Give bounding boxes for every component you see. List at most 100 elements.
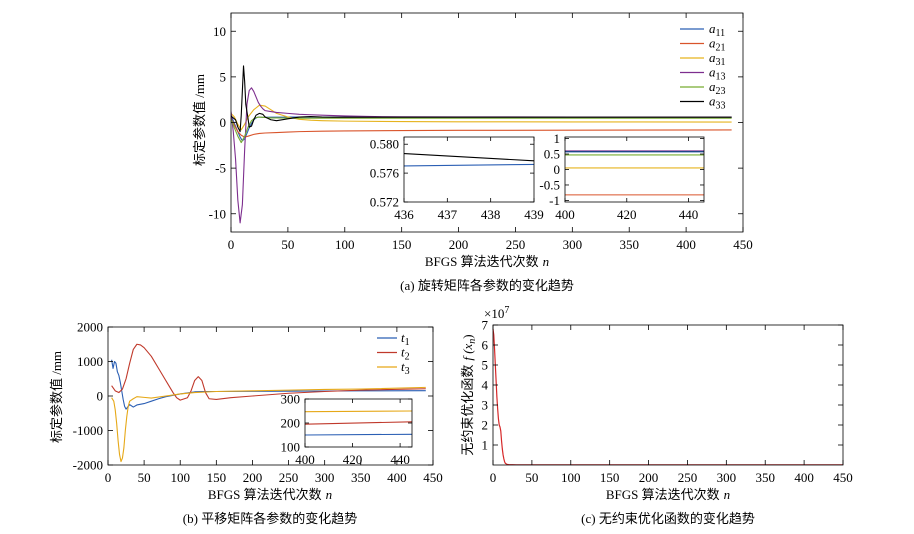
- inset-axes-frame: [403, 136, 535, 203]
- inset-series-line: [404, 163, 534, 167]
- y-tick-label: 100: [281, 440, 301, 455]
- x-tick-label: 300: [315, 470, 335, 485]
- y-tick-label: -2000: [73, 458, 103, 473]
- legend-label: a13: [709, 65, 726, 83]
- y-tick-label: 0.5: [544, 147, 560, 162]
- legend-label: a11: [709, 21, 725, 39]
- y-tick-label: -1: [549, 193, 560, 208]
- chart-c: 0 50 100 150 200 250 300 350 400 450 7 6 5 4 3 2 1 ×107 无约…: [460, 305, 853, 526]
- x-tick-label: 420: [343, 452, 363, 467]
- y-tick-label: 0: [220, 115, 227, 130]
- y-tick-label: 0: [554, 162, 561, 177]
- inset-background: [404, 137, 534, 202]
- x-axis-label-var: n: [724, 487, 731, 502]
- x-tick-label: 150: [600, 470, 620, 485]
- legend-name: a: [709, 94, 716, 109]
- x-tick-label: 300: [717, 470, 737, 485]
- caption-b: (b) 平移矩阵各参数的变化趋势: [183, 511, 357, 526]
- x-tick-label: 350: [619, 237, 639, 252]
- axis-exponent: ×107: [484, 305, 509, 321]
- inset-series-line: [305, 433, 412, 436]
- chart-a: 0 50 100 150 200 250 300 350 400 4501050-5-10标定参数…: [192, 12, 753, 293]
- x-tick-label: 436: [394, 207, 414, 222]
- x-tick-label: 400: [555, 207, 575, 222]
- x-tick-label: 439: [524, 207, 544, 222]
- legend-sub: 2: [405, 352, 410, 363]
- x-tick-label: 250: [506, 237, 526, 252]
- inset-series-line: [404, 153, 534, 162]
- x-tick-label: 250: [279, 470, 299, 485]
- series-line-a33: [231, 65, 732, 133]
- caption-a: (a) 旋转矩阵各参数的变化趋势: [400, 278, 574, 293]
- axis-exponent-base: ×10: [484, 306, 504, 321]
- legend-label: a21: [709, 36, 726, 54]
- y-tick-label: 1: [554, 131, 561, 146]
- legend-label: a23: [709, 79, 726, 97]
- x-tick-label: 100: [561, 470, 581, 485]
- legend-sub: 21: [716, 43, 726, 54]
- x-tick-label: 350: [351, 470, 371, 485]
- legend-name: t: [401, 359, 405, 374]
- chart-b: 0 50 100 150 200 250 300 350 400 450 2000 1000 0 -100…: [49, 320, 443, 527]
- y-tick-label: -5: [215, 161, 226, 176]
- x-axis-label: BFGS 算法迭代次数 n: [208, 487, 332, 502]
- y-tick-label: 2: [482, 418, 489, 433]
- x-tick-label: 150: [392, 237, 412, 252]
- x-tick-label: 400: [295, 452, 315, 467]
- y-axis-label-end: ): [460, 334, 475, 338]
- y-tick-label: 3: [482, 398, 489, 413]
- x-axis-label-text: BFGS 算法迭代次数: [606, 487, 720, 502]
- y-tick-label: 0.572: [370, 195, 399, 210]
- legend-label: t2: [401, 345, 410, 363]
- x-tick-label: 450: [423, 470, 443, 485]
- axes-frame-c: [492, 324, 844, 466]
- series-line-a21: [231, 117, 732, 138]
- x-tick-label: 0: [490, 470, 497, 485]
- x-axis-label-var: n: [543, 254, 550, 269]
- x-tick-label: 438: [481, 207, 501, 222]
- legend-name: a: [709, 21, 716, 36]
- y-tick-label: 200: [281, 416, 301, 431]
- legend-name: a: [709, 36, 716, 51]
- legend-sub: 31: [716, 57, 726, 68]
- y-axis-label-var: f (x: [460, 343, 475, 360]
- x-tick-label: 437: [438, 207, 458, 222]
- legend-name: a: [709, 65, 716, 80]
- series-line-a23: [231, 116, 732, 144]
- series-line-t2: [111, 343, 426, 401]
- x-tick-label: 400: [794, 470, 814, 485]
- y-tick-label: 5: [220, 69, 227, 84]
- x-tick-label: 420: [617, 207, 637, 222]
- y-tick-label: -0.5: [539, 177, 560, 192]
- y-tick-label: 10: [213, 24, 226, 39]
- x-axis-label: BFGS 算法迭代次数 n: [606, 487, 730, 502]
- x-axis-label-var: n: [326, 487, 333, 502]
- x-tick-label: 100: [335, 237, 355, 252]
- legend-sub: 3: [405, 366, 410, 377]
- y-tick-label: -10: [209, 206, 226, 221]
- y-axis-label-text: 无约束优化函数: [460, 365, 475, 456]
- legend-sub: 33: [716, 101, 726, 112]
- x-tick-label: 450: [733, 237, 753, 252]
- x-tick-label: 50: [525, 470, 538, 485]
- series-line-f: [493, 328, 843, 465]
- x-tick-label: 50: [138, 470, 151, 485]
- y-axis-label: 标定参数值 /mm: [192, 74, 207, 166]
- inset-series-line: [305, 410, 412, 413]
- legend-sub: 11: [716, 28, 726, 39]
- legend-label: a31: [709, 50, 726, 68]
- x-tick-label: 450: [833, 470, 853, 485]
- x-tick-label: 250: [678, 470, 698, 485]
- legend-sub: 23: [716, 86, 726, 97]
- x-tick-label: 400: [387, 470, 407, 485]
- x-tick-label: 0: [105, 470, 112, 485]
- caption-c: (c) 无约束优化函数的变化趋势: [581, 511, 755, 526]
- x-tick-label: 350: [755, 470, 775, 485]
- y-tick-label: 300: [281, 392, 301, 407]
- y-axis-label-sub: n: [467, 339, 478, 344]
- y-tick-label: 2000: [77, 320, 103, 335]
- legend-name: t: [401, 330, 405, 345]
